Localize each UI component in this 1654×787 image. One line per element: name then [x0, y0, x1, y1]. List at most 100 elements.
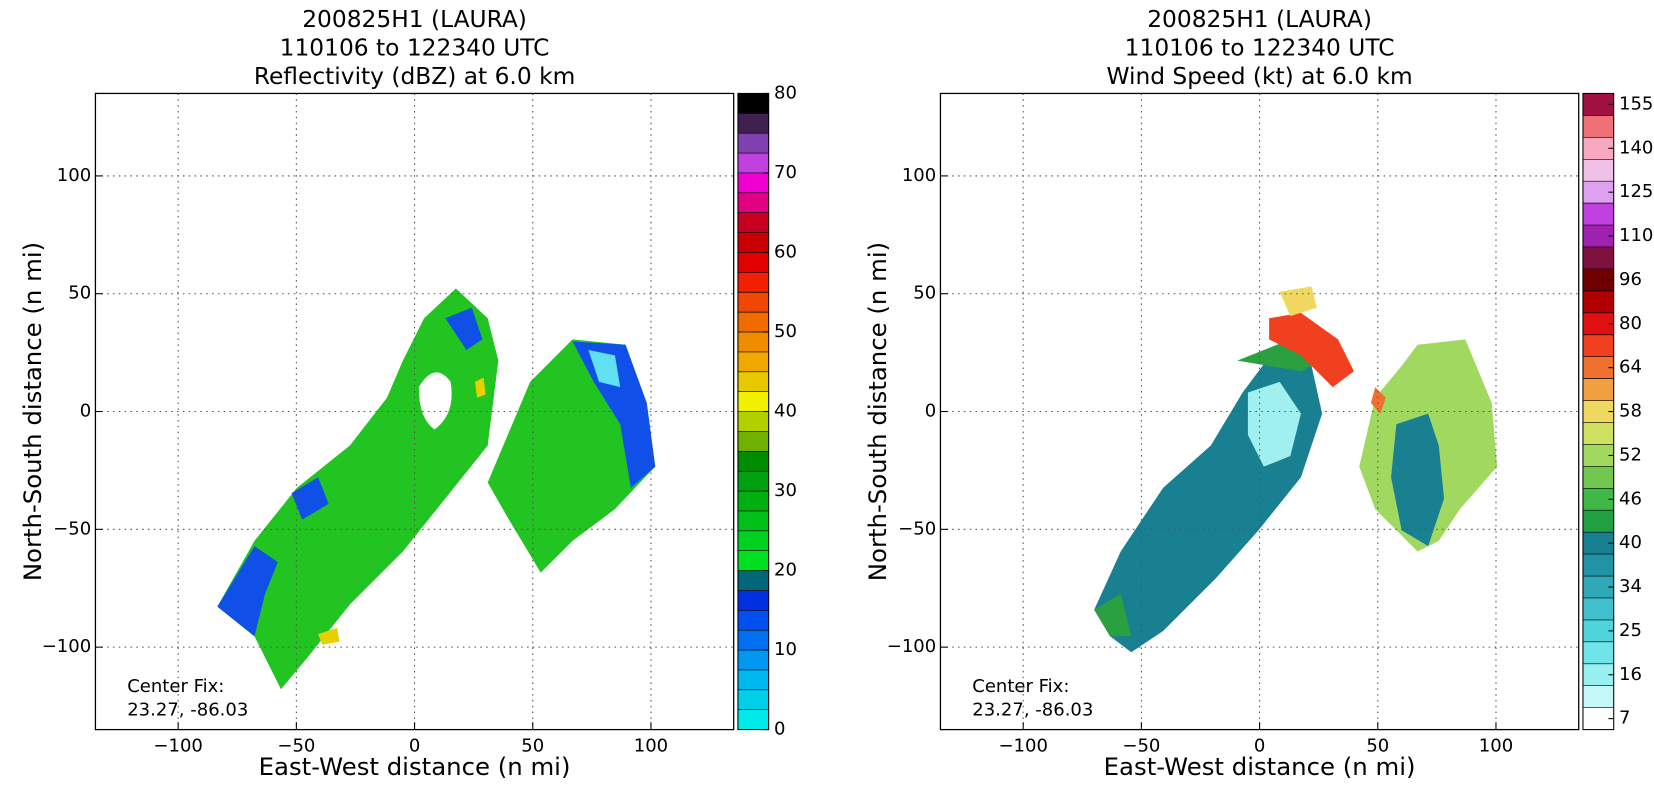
y-tick-label: 0 [80, 401, 91, 422]
colorbar-tick-label: 16 [1619, 664, 1642, 685]
y-tick-label: −50 [898, 518, 936, 539]
chart-title: 200825H1 (LAURA) [1147, 6, 1372, 33]
colorbar-band [1582, 466, 1614, 489]
colorbar-tick-label: 0 [774, 719, 785, 740]
colorbar-band [737, 113, 769, 134]
colorbar-band [1582, 203, 1614, 226]
colorbar-tick-label: 52 [1619, 444, 1642, 465]
colorbar-band [1582, 663, 1614, 687]
colorbar-band [1582, 400, 1614, 423]
colorbar-band [1582, 488, 1614, 511]
colorbar-band [737, 491, 769, 512]
x-tick-label: −100 [998, 736, 1047, 757]
colorbar-band [737, 252, 769, 273]
colorbar-band [1582, 115, 1614, 138]
colorbar-band [1582, 597, 1614, 621]
colorbar-band [1582, 444, 1614, 467]
x-tick-label: 0 [409, 736, 420, 757]
annotation: Center Fix: [127, 676, 224, 697]
y-tick-label: 0 [925, 401, 936, 422]
wind-field [1094, 286, 1498, 653]
colorbar-band [1582, 422, 1614, 445]
colorbar-band [1582, 93, 1614, 116]
chart-title: Wind Speed (kt) at 6.0 km [1106, 63, 1412, 90]
y-tick-label: 100 [57, 165, 91, 186]
colorbar-band [737, 590, 769, 611]
colorbar-tick-label: 40 [774, 401, 797, 422]
colorbar-band [737, 530, 769, 552]
colorbar-band [1582, 225, 1614, 248]
colorbar-band [737, 451, 769, 472]
colorbar-band [1582, 247, 1614, 270]
colorbar-band [737, 351, 769, 373]
chart-title: Reflectivity (dBZ) at 6.0 km [254, 63, 575, 90]
y-tick-label: 50 [68, 283, 91, 304]
colorbar-band [737, 93, 769, 114]
colorbar-tick-label: 96 [1619, 269, 1642, 290]
chart-title: 200825H1 (LAURA) [302, 6, 527, 33]
x-tick-label: 100 [1479, 736, 1513, 757]
colorbar-tick-label: 34 [1619, 576, 1642, 597]
y-axis-label: North-South distance (n mi) [18, 242, 47, 581]
colorbar-band [737, 172, 769, 194]
colorbar-tick-label: 30 [774, 480, 797, 501]
colorbar-band [1582, 312, 1614, 336]
colorbar-band [1582, 510, 1614, 533]
colorbar-band [737, 133, 769, 154]
y-tick-label: −100 [42, 636, 91, 657]
colorbar-tick-label: 60 [774, 241, 797, 262]
colorbar-tick-label: 125 [1619, 181, 1653, 202]
x-tick-label: −100 [153, 736, 202, 757]
reflectivity-field [217, 288, 656, 690]
colorbar-band [1582, 554, 1614, 577]
x-tick-label: 50 [521, 736, 544, 757]
colorbar-band [737, 371, 769, 392]
colorbar-band [1582, 137, 1614, 160]
y-tick-label: −50 [53, 518, 91, 539]
colorbar-band [1582, 707, 1614, 730]
colorbar-band [1582, 576, 1614, 599]
colorbar-band [1582, 356, 1614, 379]
colorbar-tick-label: 46 [1619, 488, 1642, 509]
colorbar-tick-label: 110 [1619, 225, 1653, 246]
colorbar-band [737, 610, 769, 631]
colorbar-band [1582, 159, 1614, 182]
y-tick-label: 100 [902, 165, 936, 186]
colorbar-tick-label: 80 [1619, 313, 1642, 334]
colorbar-band [737, 312, 769, 333]
x-tick-label: 100 [634, 736, 668, 757]
colorbar-band [737, 153, 769, 174]
colorbar-band [737, 192, 769, 214]
x-tick-label: −50 [1122, 736, 1160, 757]
colorbar-band [737, 669, 769, 691]
colorbar-band [1582, 334, 1614, 358]
y-axis-label: North-South distance (n mi) [863, 242, 892, 581]
colorbar-band [737, 411, 769, 432]
colorbar-band [1582, 268, 1614, 292]
colorbar-band [1582, 619, 1614, 643]
colorbar-band [737, 709, 769, 730]
colorbar-band [1582, 532, 1614, 555]
colorbar-band [737, 570, 769, 591]
colorbar-band [737, 550, 769, 571]
colorbar-band [737, 292, 769, 313]
x-axis-label: East-West distance (n mi) [259, 752, 571, 781]
x-axis-label: East-West distance (n mi) [1104, 752, 1416, 781]
annotation: 23.27, -86.03 [127, 700, 248, 721]
colorbar-band [737, 391, 769, 412]
x-tick-label: 50 [1366, 736, 1389, 757]
chart-title: 110106 to 122340 UTC [1125, 34, 1395, 61]
plot-frame [939, 92, 1580, 731]
colorbar-band [737, 431, 769, 452]
annotation: Center Fix: [972, 676, 1069, 697]
chart-title: 110106 to 122340 UTC [280, 34, 550, 61]
colorbar-tick-label: 20 [774, 560, 797, 581]
y-tick-label: −100 [887, 636, 936, 657]
colorbar-band [737, 630, 769, 651]
colorbar-band [737, 232, 769, 253]
annotation: 23.27, -86.03 [972, 700, 1093, 721]
colorbar-band [1582, 290, 1614, 314]
x-tick-label: 0 [1254, 736, 1265, 757]
colorbar-tick-label: 80 [774, 82, 797, 103]
